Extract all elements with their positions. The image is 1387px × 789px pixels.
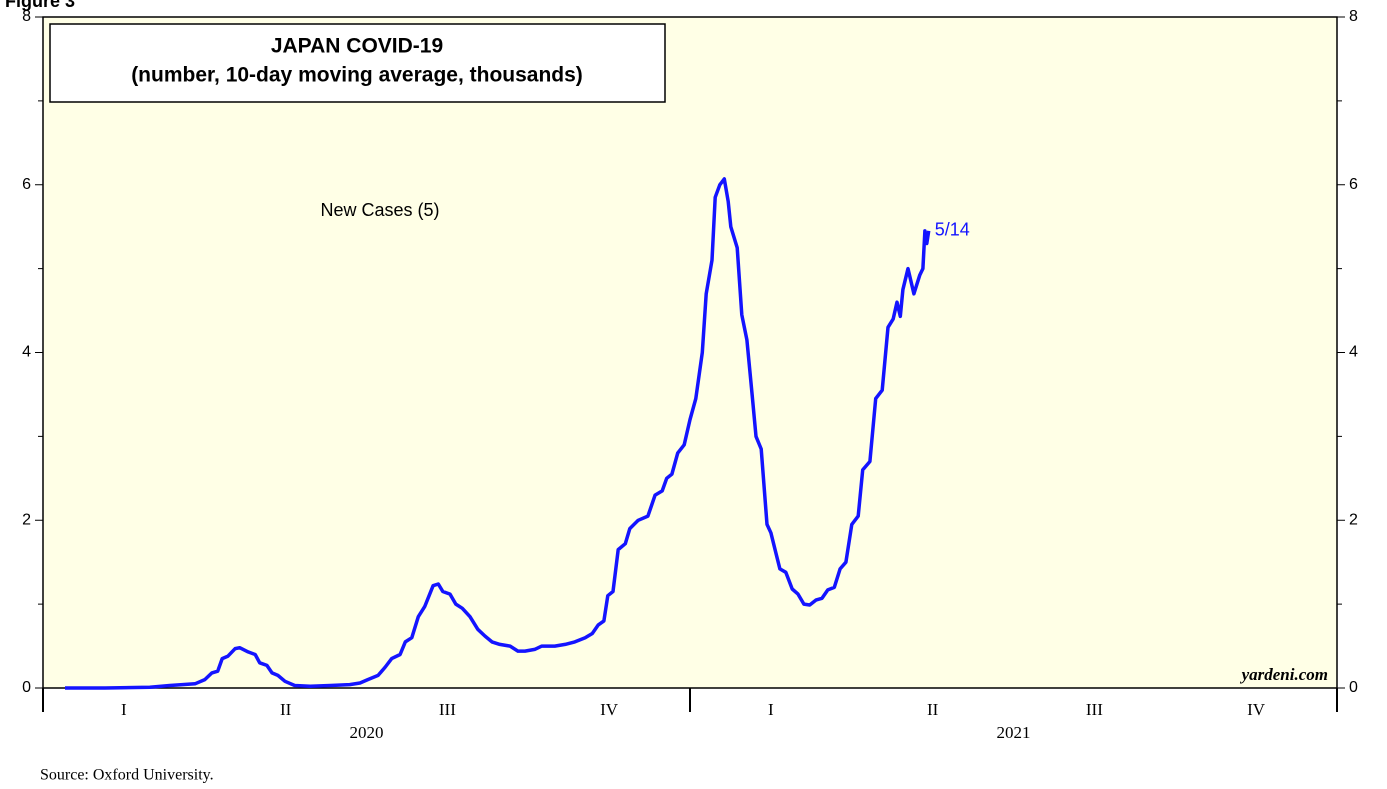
y-tick-label: 6 xyxy=(22,176,31,193)
chart-subtitle: (number, 10-day moving average, thousand… xyxy=(131,64,583,87)
year-label: 2021 xyxy=(997,723,1031,742)
quarter-label: II xyxy=(927,700,939,719)
y2-tick-label: 6 xyxy=(1349,176,1358,193)
y-tick-label: 0 xyxy=(22,679,31,696)
watermark: yardeni.com xyxy=(1240,665,1328,684)
year-label: 2020 xyxy=(350,723,384,742)
y2-tick-label: 2 xyxy=(1349,511,1358,528)
source: Source: Oxford University. xyxy=(40,767,214,784)
quarter-label: I xyxy=(768,700,774,719)
y2-tick-label: 8 xyxy=(1349,8,1358,25)
plot-area xyxy=(42,16,1338,689)
end-label: 5/14 xyxy=(935,220,970,240)
quarter-label: I xyxy=(121,700,127,719)
quarter-label: II xyxy=(280,700,292,719)
series-label: New Cases (5) xyxy=(320,200,439,220)
figure-label: Figure 3 xyxy=(5,0,75,11)
quarter-label: IV xyxy=(1247,700,1266,719)
series-line xyxy=(65,177,931,690)
quarter-label: III xyxy=(1086,700,1103,719)
y-tick-label: 2 xyxy=(22,511,31,528)
y-tick-label: 8 xyxy=(22,8,31,25)
y2-tick-label: 4 xyxy=(1349,344,1358,361)
y-tick-label: 4 xyxy=(22,344,31,361)
y2-tick-label: 0 xyxy=(1349,679,1358,696)
title-box xyxy=(49,23,666,103)
quarter-label: III xyxy=(439,700,456,719)
chart-title: JAPAN COVID-19 xyxy=(271,35,443,58)
quarter-label: IV xyxy=(600,700,619,719)
